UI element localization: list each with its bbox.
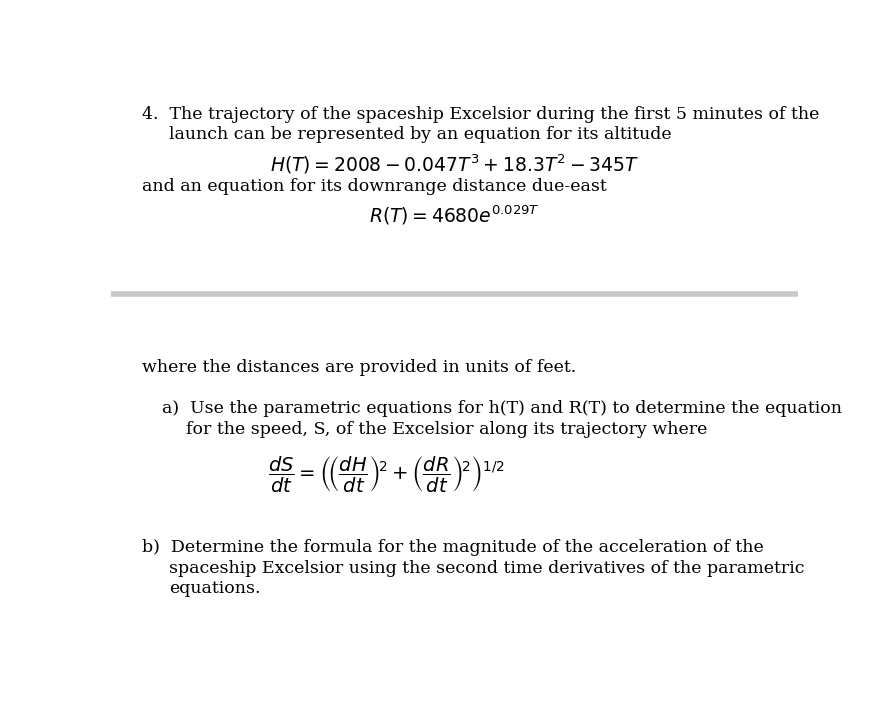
- Text: and an equation for its downrange distance due-east: and an equation for its downrange distan…: [142, 178, 606, 195]
- Text: $H(T) = 2008 - 0.047T^3 + 18.3T^2 - 345T$: $H(T) = 2008 - 0.047T^3 + 18.3T^2 - 345T…: [269, 152, 639, 175]
- Text: for the speed, S, of the Excelsior along its trajectory where: for the speed, S, of the Excelsior along…: [186, 421, 707, 438]
- Text: b)  Determine the formula for the magnitude of the acceleration of the: b) Determine the formula for the magnitu…: [142, 539, 763, 556]
- Text: $R(T) = 4680e^{0.029T}$: $R(T) = 4680e^{0.029T}$: [369, 203, 540, 226]
- Text: equations.: equations.: [169, 580, 260, 597]
- Text: 4.  The trajectory of the spaceship Excelsior during the first 5 minutes of the: 4. The trajectory of the spaceship Excel…: [142, 106, 819, 123]
- Text: launch can be represented by an equation for its altitude: launch can be represented by an equation…: [169, 126, 672, 143]
- Text: where the distances are provided in units of feet.: where the distances are provided in unit…: [142, 358, 575, 376]
- Text: a)  Use the parametric equations for h(T) and R(T) to determine the equation: a) Use the parametric equations for h(T)…: [162, 400, 842, 417]
- Text: spaceship Excelsior using the second time derivatives of the parametric: spaceship Excelsior using the second tim…: [169, 559, 804, 577]
- Text: $\dfrac{dS}{dt} = \left(\!\left(\dfrac{dH}{dt}\right)^{\!2} + \left(\dfrac{dR}{d: $\dfrac{dS}{dt} = \left(\!\left(\dfrac{d…: [268, 455, 503, 495]
